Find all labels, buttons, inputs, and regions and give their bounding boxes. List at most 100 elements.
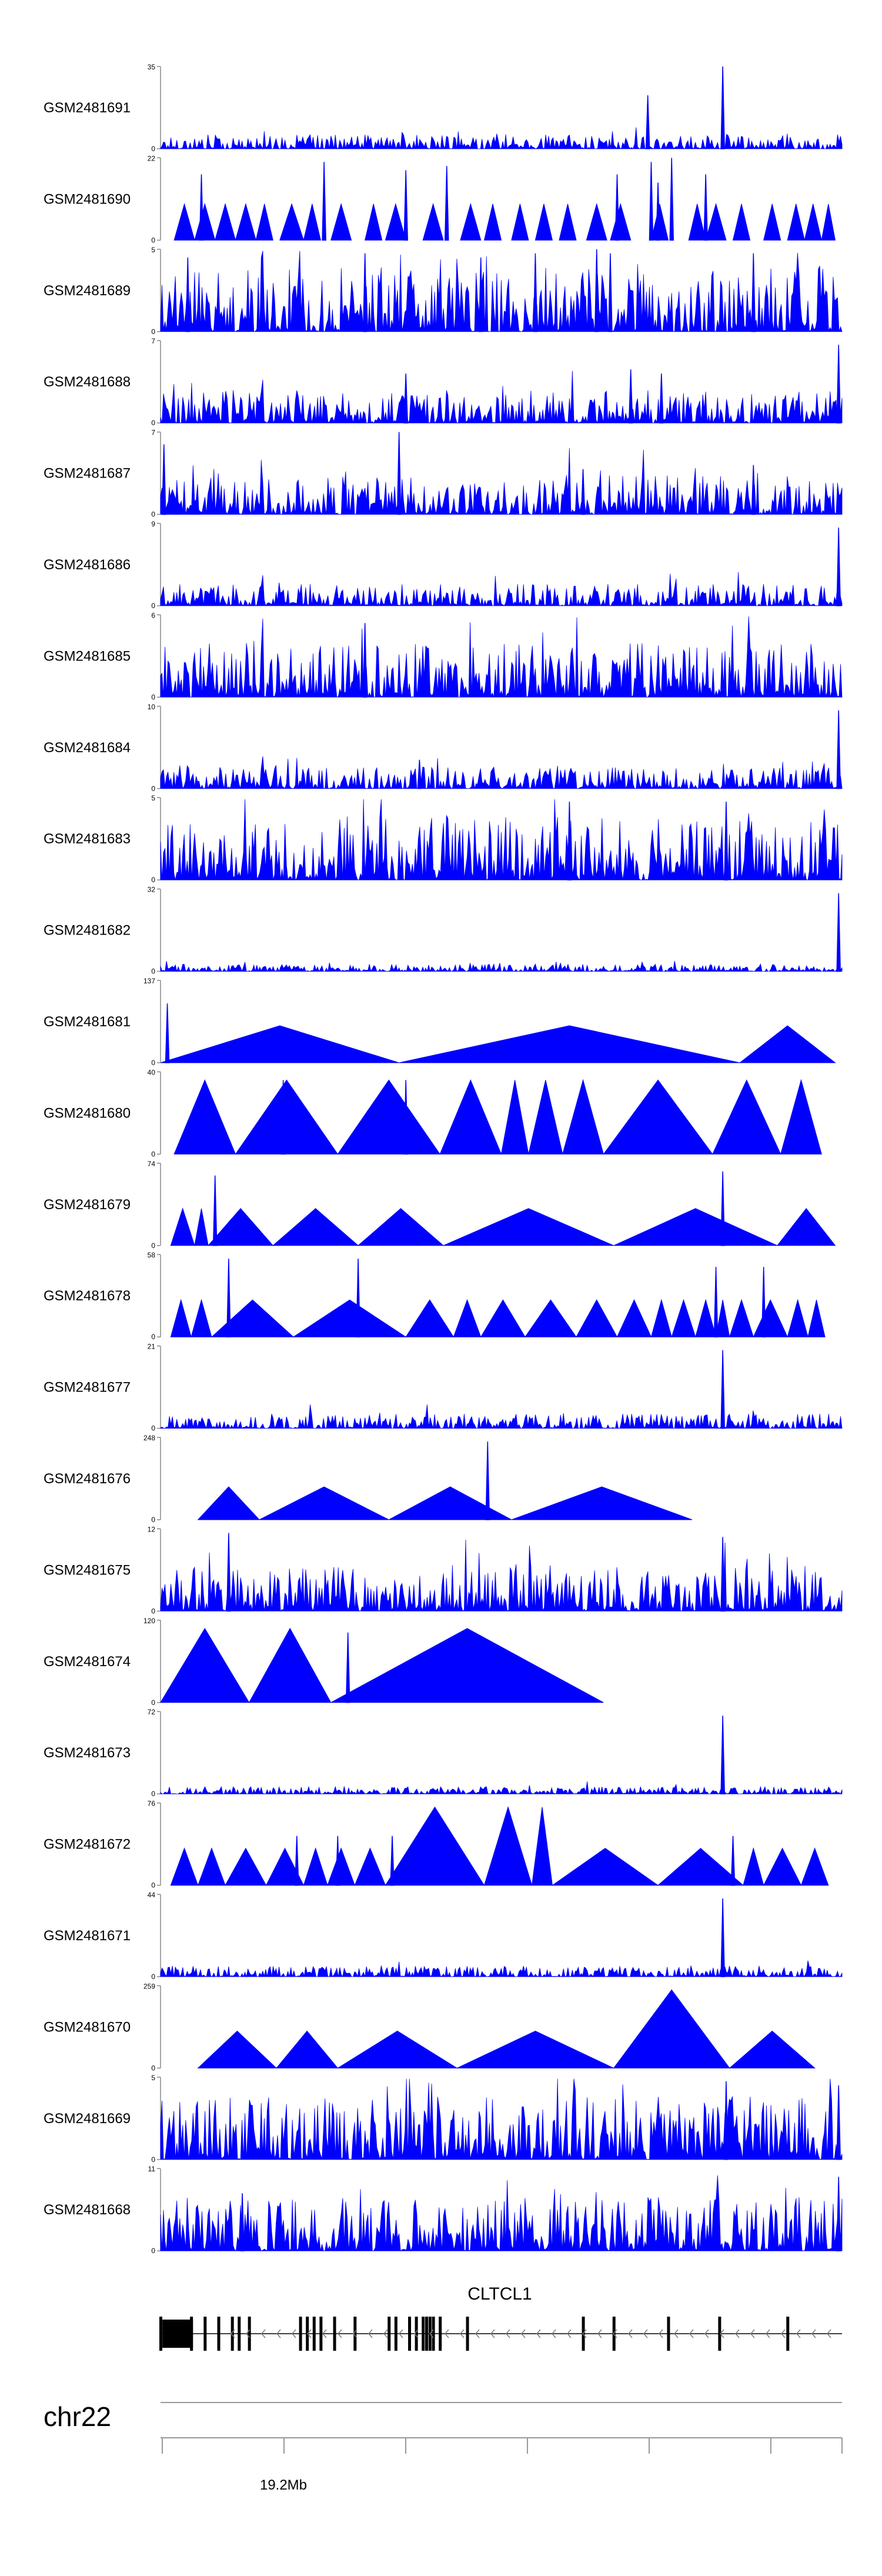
coverage-peak (194, 1208, 209, 1246)
coverage-peak (385, 1806, 485, 1886)
coverage-peak (336, 2030, 458, 2068)
coverage-spike (720, 1898, 725, 1977)
strand-arrow (796, 2329, 801, 2338)
coverage-peak (265, 1847, 305, 1886)
coverage-peak (225, 1847, 267, 1886)
strand-arrow (750, 2329, 755, 2338)
track-label: GSM2481683 (44, 831, 131, 847)
coverage-spike (720, 1716, 725, 1794)
coverage-peak (453, 1299, 482, 1337)
strand-arrow (689, 2329, 694, 2338)
coverage-spike (608, 253, 613, 332)
track-label: GSM2481681 (44, 1014, 131, 1030)
y-zero-label: 0 (151, 510, 155, 519)
strand-arrow (613, 2329, 617, 2338)
coverage-spike (335, 1836, 340, 1886)
coverage-peak (562, 1079, 604, 1154)
y-max-label: 120 (143, 1617, 155, 1625)
y-zero-label: 0 (151, 876, 155, 884)
coverage-peak (613, 1989, 730, 2068)
gene-exon (786, 2317, 790, 2351)
coverage-peak (292, 1299, 407, 1337)
track-GSM2481687: GSM2481687 7 0 (44, 429, 843, 519)
y-max-label: 72 (148, 1708, 156, 1716)
coverage-spike (162, 444, 166, 515)
strand-arrow (536, 2329, 541, 2338)
coverage-peak (511, 203, 529, 241)
y-zero-label: 0 (151, 1424, 155, 1433)
y-zero-label: 0 (151, 236, 155, 244)
strand-arrow (230, 2329, 235, 2338)
track-label: GSM2481676 (44, 1471, 131, 1487)
coverage-spike (645, 95, 650, 149)
coverage-peak (191, 1299, 212, 1337)
coverage-peak (337, 1079, 441, 1154)
track-GSM2481679: GSM2481679 74 0 (44, 1160, 836, 1250)
gene-exon (387, 2317, 391, 2351)
coverage-peak (532, 1807, 553, 1886)
track-GSM2481680: GSM2481680 40 0 (44, 1068, 822, 1158)
y-max-label: 10 (148, 703, 156, 711)
coverage-spike (724, 2081, 729, 2160)
coverage-spike (567, 802, 572, 880)
coverage-peak (279, 203, 305, 241)
coverage-peak (483, 203, 502, 241)
y-max-label: 76 (148, 1800, 156, 1808)
track-GSM2481677: GSM2481677 21 0 (44, 1343, 843, 1433)
track-GSM2481690: GSM2481690 22 0 (44, 154, 836, 244)
y-max-label: 35 (148, 63, 156, 71)
track-GSM2481678: GSM2481678 58 0 (44, 1251, 826, 1341)
coverage-peak (500, 1080, 529, 1154)
coverage-peak (729, 1299, 754, 1337)
track-GSM2481668: GSM2481668 11 0 (44, 2165, 843, 2255)
x-axis-ticks (162, 2438, 843, 2454)
coverage-peak (259, 1486, 389, 1520)
coverage-area (160, 1539, 843, 1612)
coverage-peak (365, 203, 383, 241)
track-GSM2481669: GSM2481669 5 0 (44, 2074, 843, 2164)
coverage-spike (720, 1537, 725, 1612)
strand-arrow (353, 2329, 358, 2338)
coverage-peak (695, 1299, 717, 1337)
strand-arrow (399, 2329, 403, 2338)
coverage-spike (396, 432, 402, 515)
track-label: GSM2481691 (44, 100, 131, 116)
coverage-spike (185, 257, 191, 332)
coverage-peak (460, 202, 482, 241)
coverage-peak (160, 1025, 399, 1063)
gene-exon (408, 2317, 412, 2351)
y-max-label: 32 (148, 886, 156, 894)
coverage-spike (730, 1836, 736, 1886)
coverage-area (160, 251, 843, 332)
track-label: GSM2481685 (44, 648, 131, 664)
y-zero-label: 0 (151, 1881, 155, 1890)
coverage-peak (194, 202, 216, 241)
y-max-label: 40 (148, 1068, 156, 1076)
coverage-peak (215, 202, 236, 241)
track-GSM2481686: GSM2481686 9 0 (44, 520, 843, 610)
coverage-peak (170, 1847, 199, 1886)
y-zero-label: 0 (151, 1242, 155, 1250)
coverage-spike (720, 1350, 725, 1429)
coverage-peak (354, 1847, 386, 1886)
y-zero-label: 0 (151, 1333, 155, 1341)
chromosome-label: chr22 (44, 2401, 111, 2432)
track-GSM2481684: GSM2481684 10 0 (44, 703, 843, 793)
coverage-peak (173, 202, 195, 241)
coverage-peak (248, 1627, 332, 1703)
coverage-peak (610, 202, 632, 241)
coverage-peak (603, 1079, 713, 1154)
track-GSM2481682: GSM2481682 32 0 (44, 886, 843, 976)
coverage-peak (804, 203, 822, 241)
coverage-spike (713, 1267, 719, 1337)
coverage-spike (720, 1171, 725, 1246)
coverage-area (160, 2175, 843, 2252)
coverage-peak (787, 203, 805, 241)
coverage-peak (800, 1847, 829, 1886)
gene-exon (203, 2317, 207, 2351)
track-GSM2481671: GSM2481671 44 0 (44, 1891, 843, 1981)
coverage-spike (751, 465, 756, 515)
y-zero-label: 0 (151, 2064, 155, 2072)
coverage-spike (356, 1259, 360, 1337)
track-label: GSM2481678 (44, 1288, 131, 1304)
